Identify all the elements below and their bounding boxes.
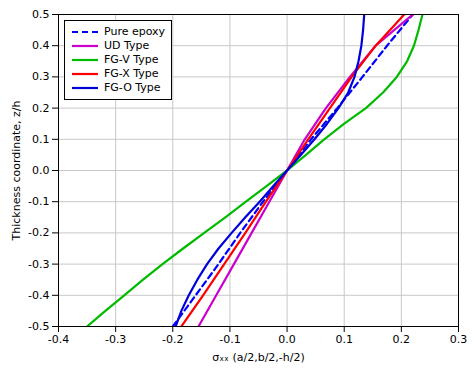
- svg-text:-0.2: -0.2: [28, 226, 49, 239]
- svg-text:-0.1: -0.1: [219, 333, 240, 346]
- svg-text:-0.4: -0.4: [28, 289, 49, 302]
- html-text:Pure epoxy: Pure epoxy: [104, 25, 166, 38]
- svg-text:0.0: 0.0: [32, 164, 50, 177]
- svg-text:-0.3: -0.3: [105, 333, 126, 346]
- svg-text:-0.3: -0.3: [28, 258, 49, 271]
- svg-text:0.2: 0.2: [393, 333, 411, 346]
- html-text:FG-V Type: FG-V Type: [104, 53, 159, 66]
- svg-text:0.0: 0.0: [278, 333, 296, 346]
- svg-text:0.3: 0.3: [450, 333, 468, 346]
- svg-text:-0.5: -0.5: [28, 320, 49, 333]
- html-text:FG-O Type: FG-O Type: [104, 81, 161, 94]
- svg-text:0.1: 0.1: [335, 333, 353, 346]
- svg-text:0.2: 0.2: [32, 102, 50, 115]
- svg-text:-0.1: -0.1: [28, 195, 49, 208]
- svg-text:0.5: 0.5: [32, 8, 50, 21]
- svg-text:0.1: 0.1: [32, 133, 50, 146]
- html-text:UD Type: UD Type: [104, 39, 150, 52]
- svg-text:-0.2: -0.2: [162, 333, 183, 346]
- svg-text:0.4: 0.4: [32, 39, 50, 52]
- svg-text:-0.4: -0.4: [48, 333, 69, 346]
- html-text:FG-X Type: FG-X Type: [104, 67, 159, 80]
- svg-text:σₓₓ (a/2,b/2,-h/2): σₓₓ (a/2,b/2,-h/2): [212, 351, 305, 364]
- svg-text:0.3: 0.3: [32, 70, 50, 83]
- svg-text:Thickness coordinate, z/h: Thickness coordinate, z/h: [10, 100, 23, 241]
